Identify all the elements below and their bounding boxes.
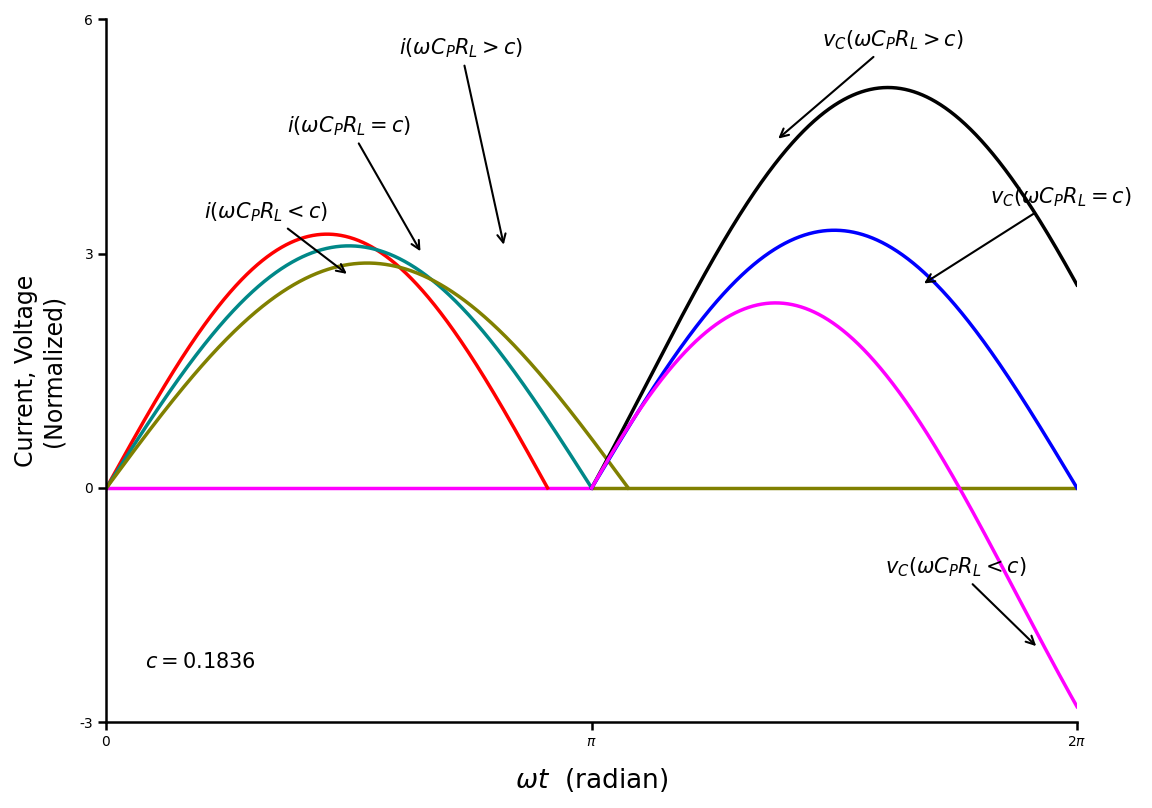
Text: $v_C(\omega C_P R_L = c)$: $v_C(\omega C_P R_L = c)$ <box>926 185 1131 282</box>
Y-axis label: Current, Voltage
(Normalized): Current, Voltage (Normalized) <box>14 275 66 467</box>
Text: $i(\omega C_P R_L > c)$: $i(\omega C_P R_L > c)$ <box>399 36 523 242</box>
X-axis label: $\omega t$  (radian): $\omega t$ (radian) <box>515 766 668 794</box>
Text: $v_C(\omega C_P R_L < c)$: $v_C(\omega C_P R_L < c)$ <box>885 556 1034 645</box>
Text: $i(\omega C_P R_L < c)$: $i(\omega C_P R_L < c)$ <box>205 200 344 272</box>
Text: $v_C(\omega C_P R_L > c)$: $v_C(\omega C_P R_L > c)$ <box>780 29 963 137</box>
Text: $c = 0.1836$: $c = 0.1836$ <box>145 651 256 671</box>
Text: $i(\omega C_P R_L = c)$: $i(\omega C_P R_L = c)$ <box>287 115 419 249</box>
